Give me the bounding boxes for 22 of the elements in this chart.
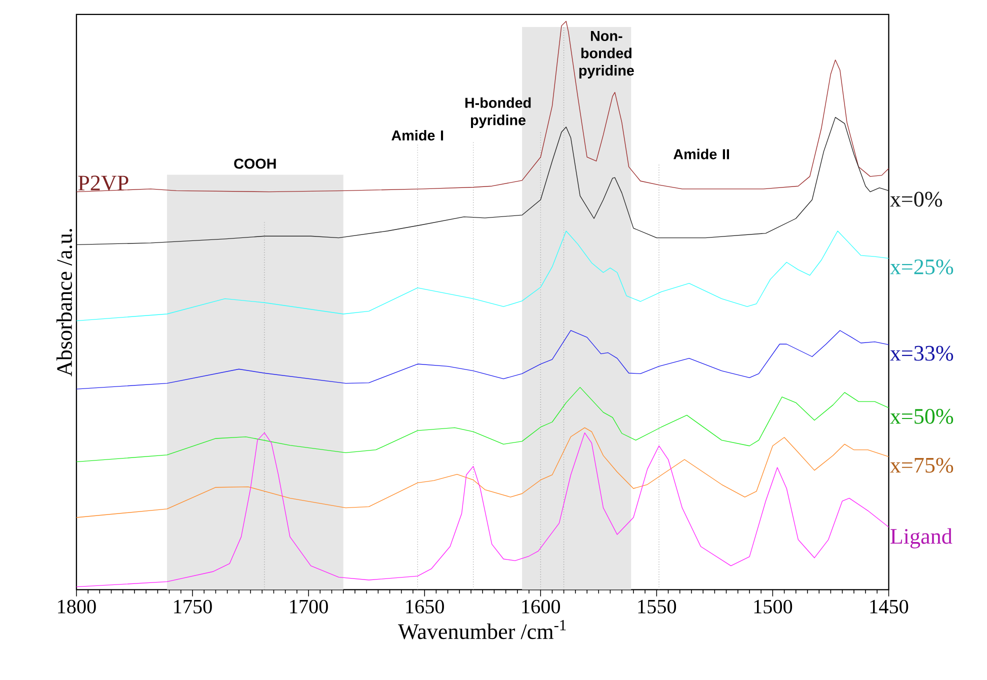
ref-line-label: Amide I xyxy=(392,130,444,140)
x-tick-label: 1500 xyxy=(754,600,792,614)
ref-line-label: Amide II xyxy=(674,148,729,160)
series-label: x=50% xyxy=(890,408,954,424)
x-tick-label: 1700 xyxy=(290,600,328,614)
band-label: COOH xyxy=(234,158,276,169)
ref-line-label: Non-bonded pyridine xyxy=(579,30,634,78)
series-label: x=75% xyxy=(890,458,954,473)
x-tick-label: 1450 xyxy=(870,600,908,614)
x-tick-label: 1550 xyxy=(638,600,676,614)
x-tick-label: 1650 xyxy=(406,600,444,614)
series-label: x=0% xyxy=(890,192,942,207)
x-tick-label: 1800 xyxy=(58,600,96,614)
series-label: x=33% xyxy=(890,346,954,361)
x-tick-label: 1750 xyxy=(174,600,212,614)
x-tick-label: 1600 xyxy=(522,600,560,614)
x-axis-title: Wavenumber /cm$^{-1}$ xyxy=(398,620,566,640)
series-label: P2VP xyxy=(78,176,128,191)
ref-line-label: H-bonded pyridine xyxy=(465,97,531,128)
series-label: x=25% xyxy=(890,259,954,274)
y-axis-title: Absorbance /a.u. xyxy=(56,228,72,376)
series-label: Ligand xyxy=(890,528,952,548)
